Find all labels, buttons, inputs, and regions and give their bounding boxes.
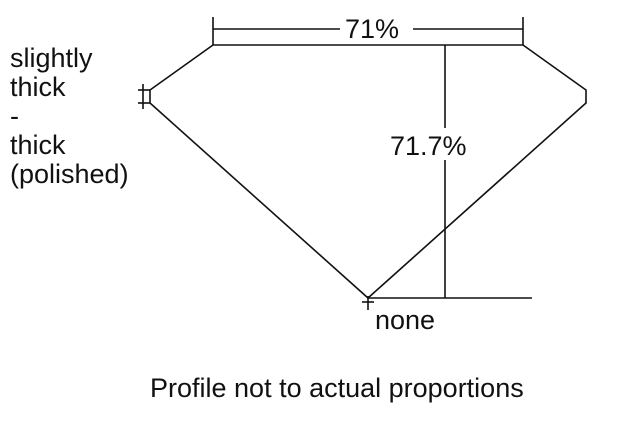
- culet-label: none: [375, 305, 436, 335]
- girdle-marker-icon: [138, 84, 150, 109]
- girdle-label-line: thick: [10, 130, 66, 160]
- girdle-label-line: (polished): [10, 159, 129, 189]
- girdle-label-line: slightly: [10, 43, 93, 73]
- table-percent-label: 71%: [345, 14, 400, 44]
- depth-percent-label: 71.7%: [390, 131, 467, 161]
- girdle-label: slightly thick - thick (polished): [10, 44, 129, 189]
- culet-marker-icon: [362, 296, 374, 310]
- diamond-outline: [149, 44, 587, 300]
- girdle-label-line: -: [10, 101, 19, 131]
- caption: Profile not to actual proportions: [150, 373, 524, 403]
- girdle-label-line: thick: [10, 72, 66, 102]
